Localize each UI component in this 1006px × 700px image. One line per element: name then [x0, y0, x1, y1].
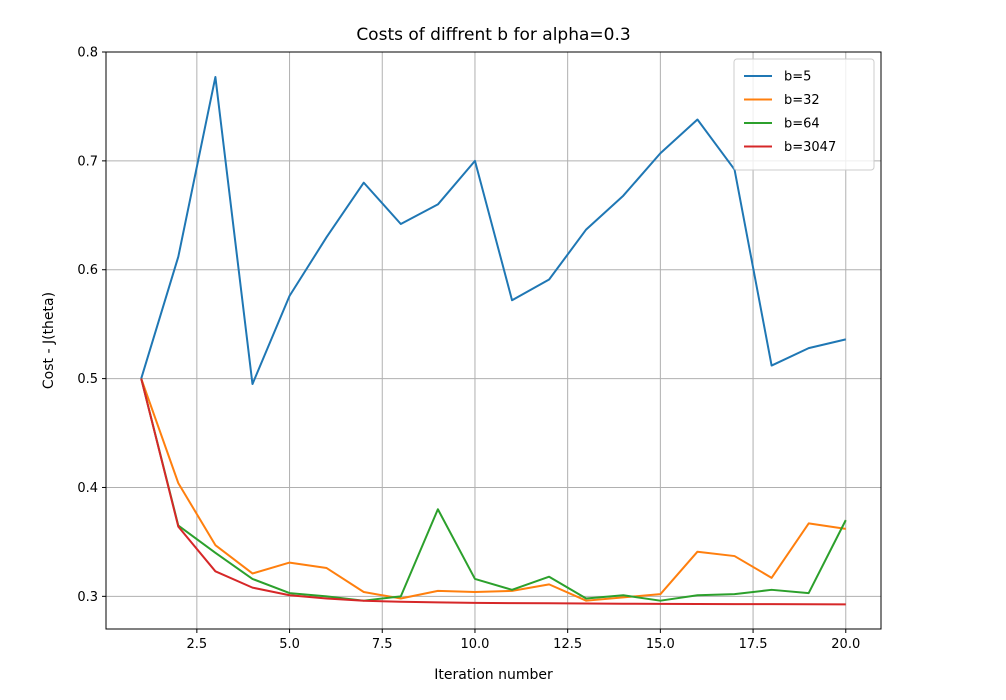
plot-frame	[105, 51, 882, 630]
x-tick-label: 5.0	[279, 637, 300, 652]
x-axis-label: Iteration number	[434, 667, 553, 683]
series-line-b-32	[140, 378, 846, 602]
axis-ticks: 2.5 5.0 7.5 10.0 12.5 15.0 17.5 20.0 0.3 0.4 0.5 0.…	[77, 46, 860, 653]
x-tick-label: 2.5	[187, 637, 208, 652]
x-tick-label: 20.0	[831, 637, 860, 652]
legend: b=5 b=32 b=64 b=3047	[733, 58, 875, 171]
chart-title: Costs of diffrent b for alpha=0.3	[356, 25, 630, 45]
y-tick-label: 0.7	[77, 154, 98, 169]
y-tick-label: 0.5	[77, 372, 98, 387]
legend-label: b=3047	[784, 140, 836, 155]
legend-box	[733, 58, 875, 171]
legend-label: b=64	[784, 117, 820, 132]
x-tick-label: 17.5	[739, 637, 768, 652]
legend-label: b=32	[784, 93, 820, 108]
series-line-b-64	[140, 378, 847, 602]
series-line-b-5	[140, 76, 846, 386]
y-tick-label: 0.3	[77, 590, 98, 605]
x-tick-label: 7.5	[372, 637, 393, 652]
y-tick-label: 0.8	[77, 46, 98, 61]
series-lines	[140, 76, 847, 606]
series-line-b-3047	[140, 378, 846, 606]
x-tick-label: 15.0	[646, 637, 675, 652]
y-tick-label: 0.4	[77, 481, 98, 496]
y-axis-label: Cost - J(theta)	[41, 292, 57, 389]
legend-label: b=5	[784, 70, 811, 85]
x-tick-label: 12.5	[553, 637, 582, 652]
y-tick-label: 0.6	[77, 263, 98, 278]
x-tick-label: 10.0	[460, 637, 489, 652]
